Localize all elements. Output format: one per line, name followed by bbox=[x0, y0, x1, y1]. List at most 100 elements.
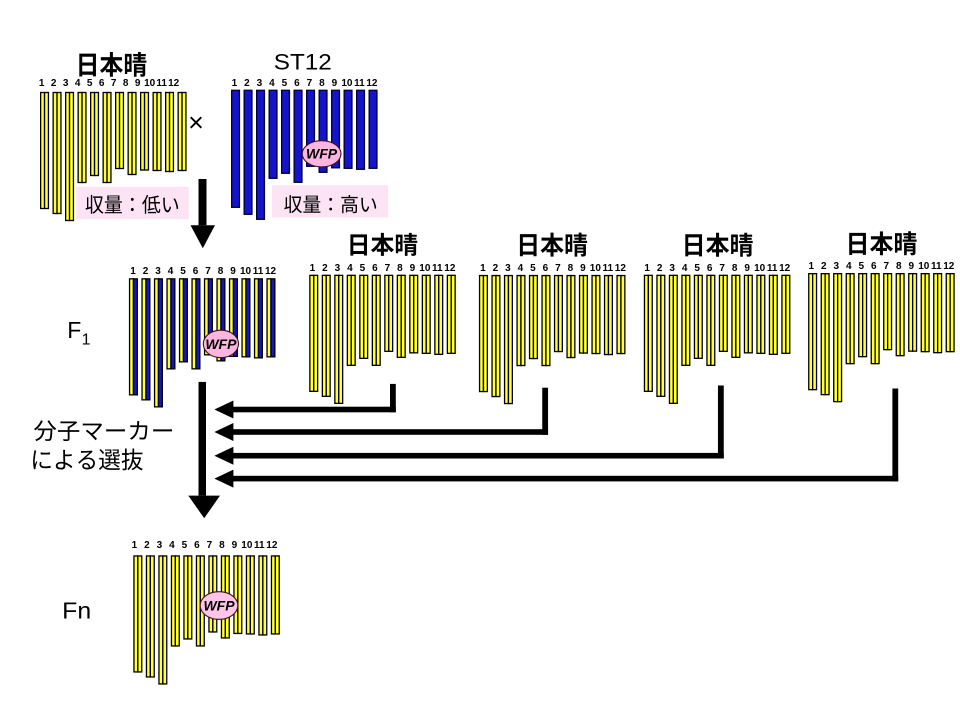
svg-text:2: 2 bbox=[244, 78, 250, 89]
svg-text:8: 8 bbox=[319, 78, 325, 89]
svg-text:6: 6 bbox=[99, 78, 105, 89]
svg-text:9: 9 bbox=[744, 263, 750, 274]
svg-text:7: 7 bbox=[205, 266, 211, 277]
svg-text:2: 2 bbox=[51, 78, 57, 89]
svg-text:5: 5 bbox=[182, 540, 188, 551]
svg-text:12: 12 bbox=[168, 78, 180, 89]
svg-text:1: 1 bbox=[39, 78, 45, 89]
svg-text:5: 5 bbox=[858, 261, 864, 272]
svg-text:5: 5 bbox=[87, 78, 93, 89]
svg-text:11: 11 bbox=[603, 263, 614, 274]
svg-text:9: 9 bbox=[410, 263, 416, 274]
svg-text:12: 12 bbox=[265, 266, 277, 277]
svg-text:10: 10 bbox=[918, 261, 930, 272]
svg-text:4: 4 bbox=[169, 540, 175, 551]
svg-text:6: 6 bbox=[707, 263, 713, 274]
svg-text:4: 4 bbox=[347, 263, 353, 274]
svg-text:12: 12 bbox=[943, 261, 955, 272]
svg-text:4: 4 bbox=[269, 78, 275, 89]
svg-text:7: 7 bbox=[883, 261, 889, 272]
svg-text:1: 1 bbox=[232, 78, 238, 89]
svg-text:7: 7 bbox=[555, 263, 561, 274]
svg-text:3: 3 bbox=[63, 78, 69, 89]
svg-text:×: × bbox=[188, 108, 204, 138]
svg-text:1: 1 bbox=[130, 266, 136, 277]
svg-text:11: 11 bbox=[156, 78, 167, 89]
svg-text:2: 2 bbox=[143, 266, 149, 277]
svg-text:7: 7 bbox=[307, 78, 313, 89]
svg-text:3: 3 bbox=[335, 263, 341, 274]
svg-text:2: 2 bbox=[657, 263, 663, 274]
svg-text:11: 11 bbox=[432, 263, 443, 274]
svg-text:4: 4 bbox=[75, 78, 81, 89]
svg-text:9: 9 bbox=[135, 78, 141, 89]
svg-text:9: 9 bbox=[230, 266, 236, 277]
svg-text:3: 3 bbox=[505, 263, 511, 274]
svg-text:1: 1 bbox=[132, 540, 138, 551]
svg-text:6: 6 bbox=[871, 261, 877, 272]
svg-text:6: 6 bbox=[372, 263, 378, 274]
svg-text:3: 3 bbox=[257, 78, 263, 89]
svg-text:8: 8 bbox=[568, 263, 574, 274]
svg-text:2: 2 bbox=[821, 261, 827, 272]
svg-text:12: 12 bbox=[779, 263, 791, 274]
svg-text:Fn: Fn bbox=[62, 598, 91, 624]
svg-text:11: 11 bbox=[354, 78, 365, 89]
svg-text:6: 6 bbox=[194, 540, 200, 551]
svg-text:9: 9 bbox=[580, 263, 586, 274]
svg-text:6: 6 bbox=[193, 266, 199, 277]
svg-text:5: 5 bbox=[282, 78, 288, 89]
svg-text:8: 8 bbox=[896, 261, 902, 272]
svg-text:12: 12 bbox=[444, 263, 456, 274]
svg-text:4: 4 bbox=[518, 263, 524, 274]
svg-text:WFP: WFP bbox=[306, 146, 338, 162]
svg-text:1: 1 bbox=[310, 263, 316, 274]
svg-text:7: 7 bbox=[111, 78, 117, 89]
svg-text:8: 8 bbox=[219, 540, 225, 551]
svg-text:1: 1 bbox=[82, 332, 91, 349]
svg-text:6: 6 bbox=[294, 78, 300, 89]
svg-text:8: 8 bbox=[397, 263, 403, 274]
svg-text:8: 8 bbox=[218, 266, 224, 277]
svg-text:11: 11 bbox=[767, 263, 778, 274]
svg-text:3: 3 bbox=[155, 266, 161, 277]
svg-text:7: 7 bbox=[385, 263, 391, 274]
svg-text:2: 2 bbox=[144, 540, 150, 551]
svg-text:8: 8 bbox=[732, 263, 738, 274]
svg-text:10: 10 bbox=[590, 263, 602, 274]
svg-text:10: 10 bbox=[754, 263, 766, 274]
svg-text:10: 10 bbox=[341, 78, 353, 89]
svg-text:1: 1 bbox=[480, 263, 486, 274]
svg-text:2: 2 bbox=[493, 263, 499, 274]
svg-text:4: 4 bbox=[168, 266, 174, 277]
svg-text:2: 2 bbox=[322, 263, 328, 274]
svg-text:1: 1 bbox=[808, 261, 814, 272]
svg-text:F: F bbox=[67, 317, 81, 343]
svg-text:7: 7 bbox=[207, 540, 213, 551]
svg-text:10: 10 bbox=[144, 78, 156, 89]
svg-text:11: 11 bbox=[254, 540, 265, 551]
svg-text:10: 10 bbox=[241, 540, 253, 551]
svg-text:12: 12 bbox=[615, 263, 627, 274]
svg-text:10: 10 bbox=[419, 263, 431, 274]
svg-text:3: 3 bbox=[157, 540, 163, 551]
svg-text:9: 9 bbox=[332, 78, 338, 89]
svg-text:WFP: WFP bbox=[203, 597, 235, 613]
svg-text:4: 4 bbox=[682, 263, 688, 274]
svg-text:1: 1 bbox=[644, 263, 650, 274]
svg-text:5: 5 bbox=[180, 266, 186, 277]
svg-text:6: 6 bbox=[543, 263, 549, 274]
svg-text:8: 8 bbox=[123, 78, 129, 89]
svg-text:9: 9 bbox=[232, 540, 238, 551]
svg-text:12: 12 bbox=[266, 540, 278, 551]
svg-text:11: 11 bbox=[253, 266, 264, 277]
svg-text:3: 3 bbox=[833, 261, 839, 272]
svg-text:4: 4 bbox=[846, 261, 852, 272]
svg-text:5: 5 bbox=[694, 263, 700, 274]
svg-text:3: 3 bbox=[669, 263, 675, 274]
svg-text:WFP: WFP bbox=[205, 336, 237, 352]
svg-text:5: 5 bbox=[360, 263, 366, 274]
svg-text:7: 7 bbox=[719, 263, 725, 274]
svg-text:9: 9 bbox=[908, 261, 914, 272]
svg-text:ST12: ST12 bbox=[274, 49, 332, 74]
